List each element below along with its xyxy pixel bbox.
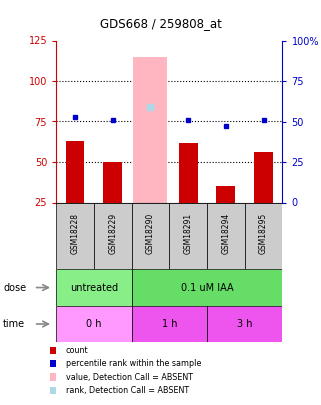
Text: 0.1 uM IAA: 0.1 uM IAA	[181, 283, 233, 292]
Bar	[56, 202, 94, 269]
Bar	[132, 306, 207, 342]
Bar	[254, 152, 273, 202]
Text: 3 h: 3 h	[237, 319, 253, 329]
Text: GSM18228: GSM18228	[71, 213, 80, 254]
Text: percentile rank within the sample: percentile rank within the sample	[66, 359, 201, 368]
Bar	[50, 373, 56, 381]
Text: untreated: untreated	[70, 283, 118, 292]
Bar	[94, 202, 132, 269]
Text: time: time	[3, 319, 25, 329]
Bar	[207, 202, 245, 269]
Bar	[207, 306, 282, 342]
Bar	[169, 202, 207, 269]
Bar	[134, 57, 168, 202]
Bar	[56, 269, 132, 306]
Bar	[50, 360, 56, 367]
Bar	[56, 306, 132, 342]
Text: GSM18290: GSM18290	[146, 213, 155, 254]
Text: 0 h: 0 h	[86, 319, 102, 329]
Text: GSM18295: GSM18295	[259, 213, 268, 254]
Bar	[50, 347, 56, 354]
Text: GSM18291: GSM18291	[184, 213, 193, 254]
Text: rank, Detection Call = ABSENT: rank, Detection Call = ABSENT	[66, 386, 189, 395]
Text: GSM18229: GSM18229	[108, 213, 117, 254]
Text: 1 h: 1 h	[161, 319, 177, 329]
Bar	[65, 141, 84, 202]
Text: GSM18294: GSM18294	[221, 213, 230, 254]
Text: GDS668 / 259808_at: GDS668 / 259808_at	[100, 17, 221, 30]
Text: value, Detection Call = ABSENT: value, Detection Call = ABSENT	[66, 373, 193, 382]
Bar	[50, 387, 56, 394]
Text: count: count	[66, 346, 88, 355]
Bar	[216, 186, 235, 202]
Bar	[245, 202, 282, 269]
Bar	[132, 202, 169, 269]
Text: dose: dose	[3, 283, 26, 292]
Bar	[132, 269, 282, 306]
Bar	[179, 143, 198, 202]
Bar	[103, 162, 122, 202]
